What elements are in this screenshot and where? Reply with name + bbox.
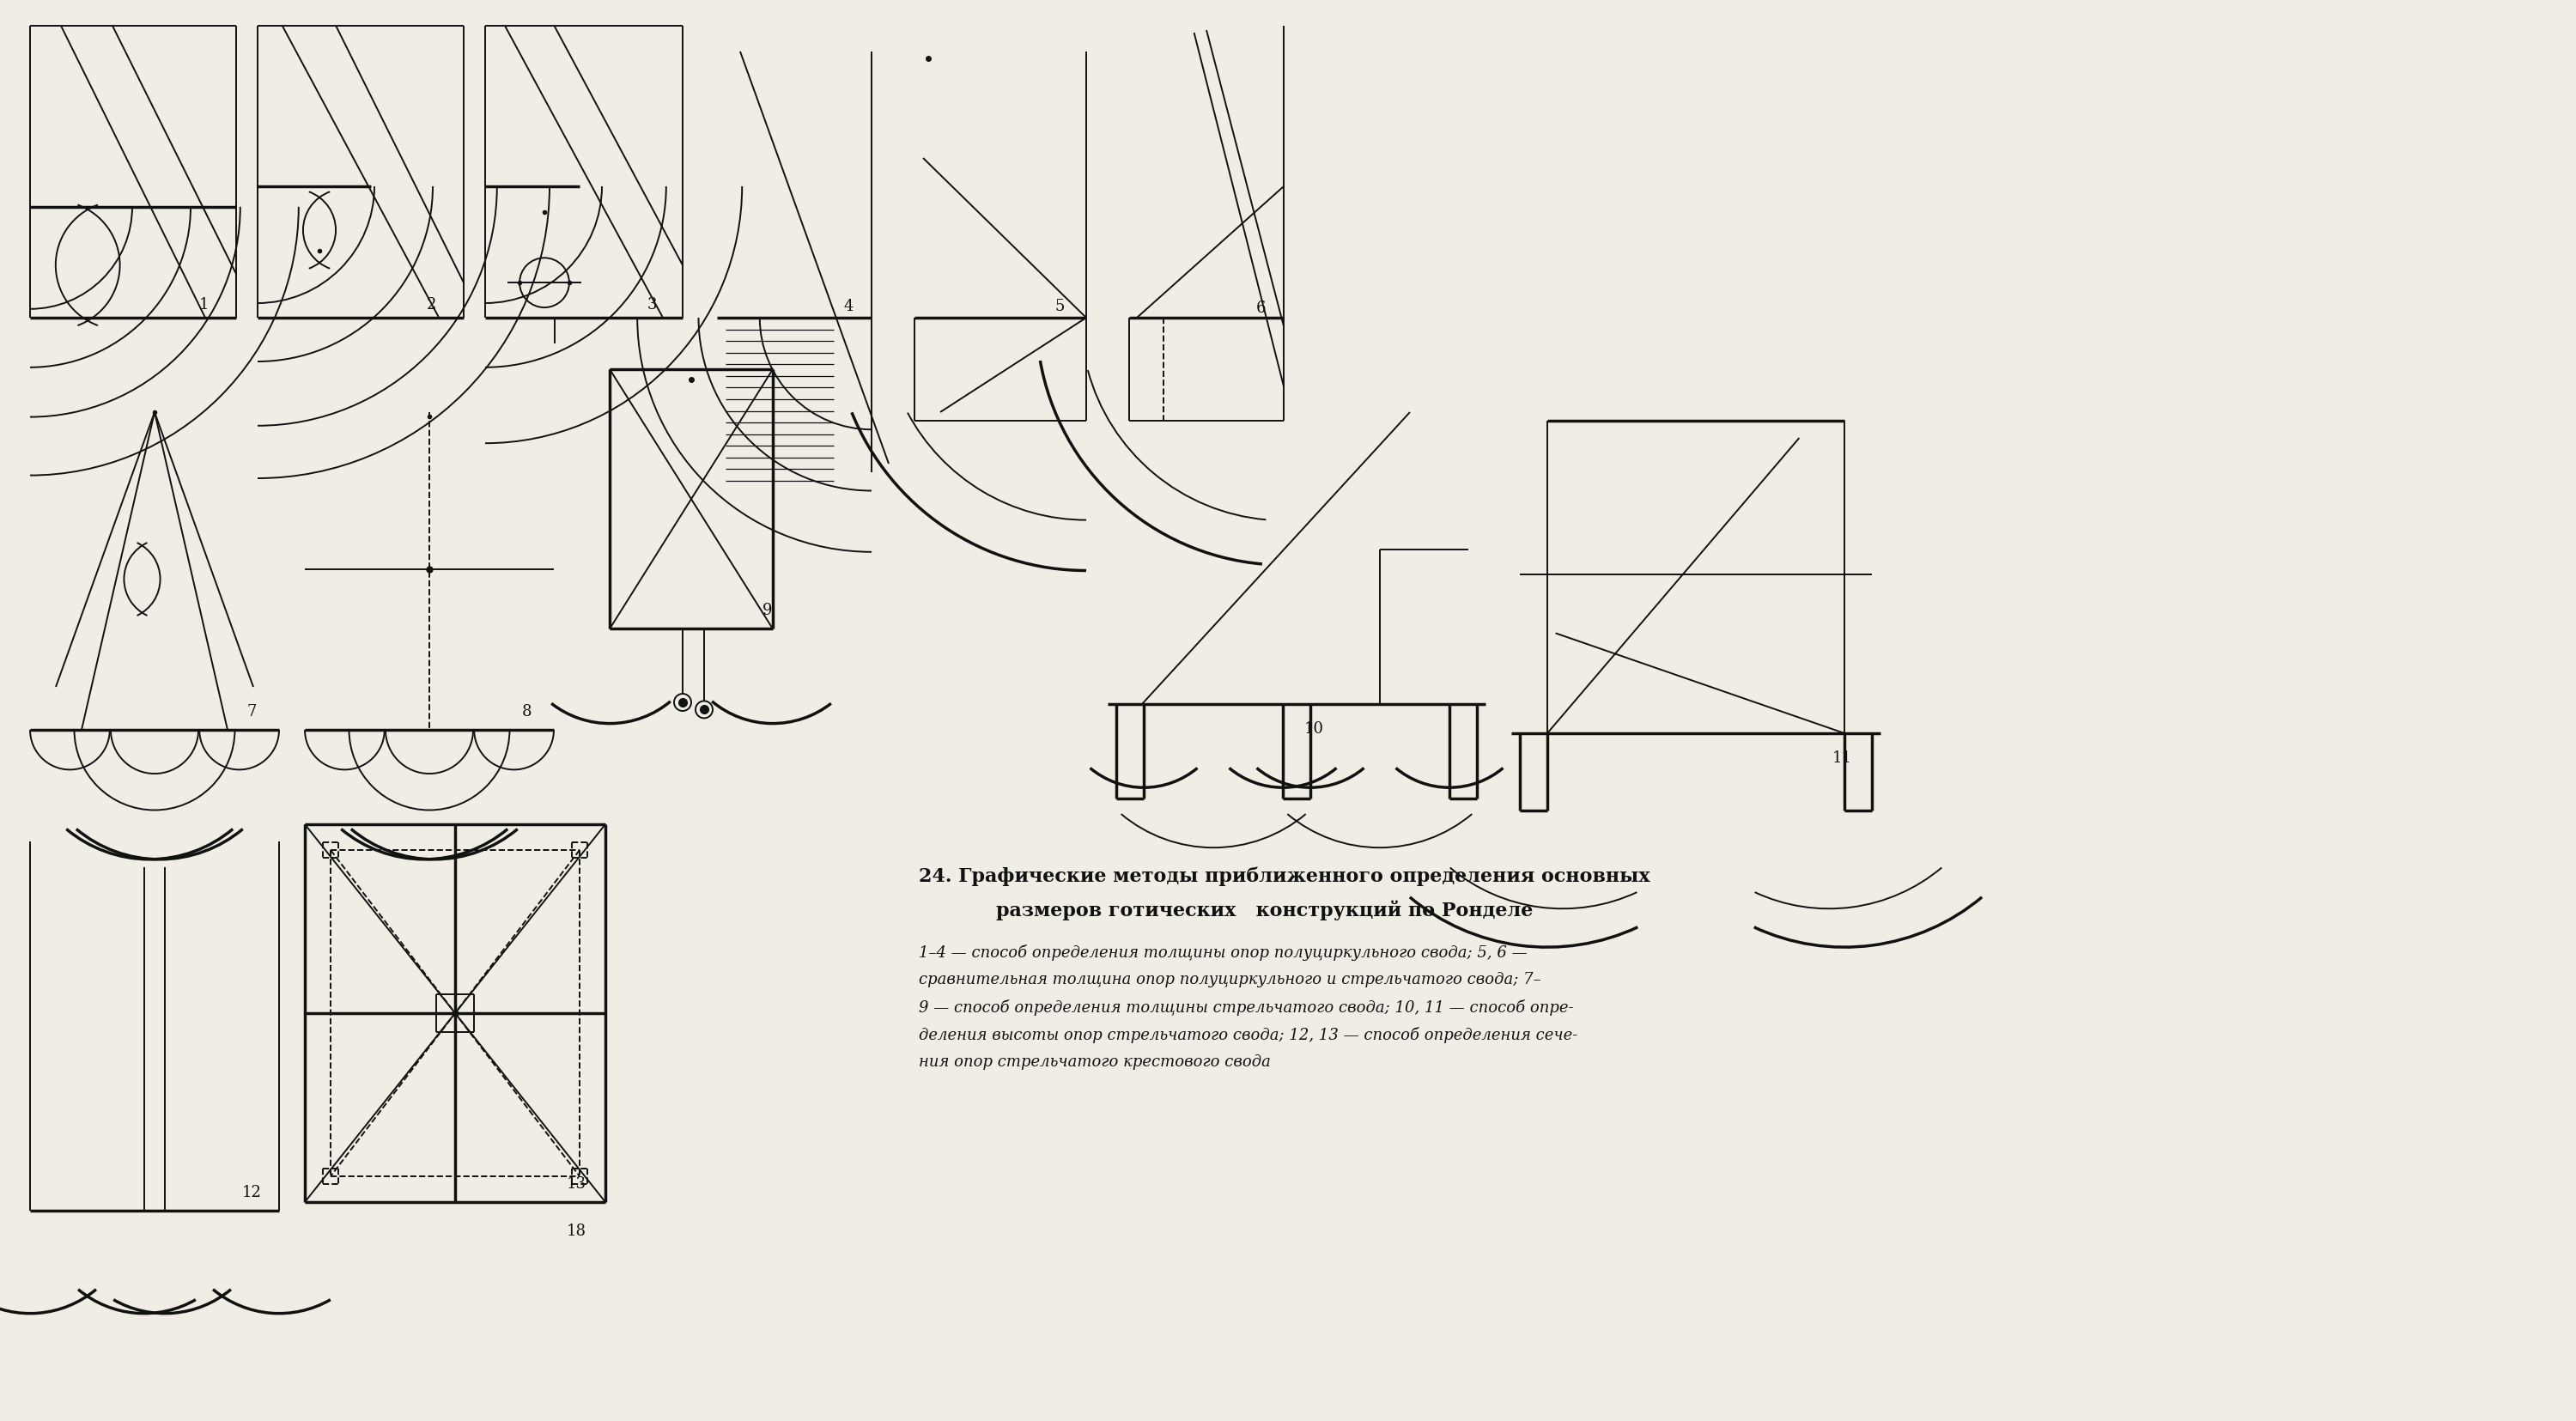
Text: ния опор стрельчатого крестового свода: ния опор стрельчатого крестового свода: [920, 1054, 1270, 1070]
Text: 24. Графические методы приближенного определения основных: 24. Графические методы приближенного опр…: [920, 867, 1651, 887]
Text: 8: 8: [520, 703, 531, 719]
Text: 10: 10: [1303, 722, 1324, 736]
Text: 6: 6: [1257, 300, 1265, 315]
Text: 1–4 — способ определения толщины опор полуциркульного свода; 5, 6 —: 1–4 — способ определения толщины опор по…: [920, 945, 1528, 961]
Text: 9 — способ определения толщины стрельчатого свода; 10, 11 — способ опре-: 9 — способ определения толщины стрельчат…: [920, 999, 1574, 1016]
Text: 11: 11: [1832, 750, 1852, 766]
Text: 7: 7: [247, 703, 258, 719]
Text: деления высоты опор стрельчатого свода; 12, 13 — способ определения сече-: деления высоты опор стрельчатого свода; …: [920, 1027, 1577, 1043]
Text: сравнительная толщина опор полуциркульного и стрельчатого свода; 7–: сравнительная толщина опор полуциркульно…: [920, 972, 1540, 988]
Text: 13: 13: [567, 1177, 585, 1192]
Text: 9: 9: [762, 603, 773, 618]
Text: 2: 2: [428, 297, 435, 313]
Text: 3: 3: [647, 297, 657, 313]
Text: 12: 12: [242, 1185, 260, 1201]
Text: 5: 5: [1056, 298, 1064, 314]
Text: 1: 1: [198, 297, 209, 313]
Text: 18: 18: [567, 1223, 585, 1239]
Text: размеров готических   конструкций по Ронделе: размеров готических конструкций по Ронде…: [997, 899, 1533, 919]
Text: 4: 4: [845, 298, 853, 314]
